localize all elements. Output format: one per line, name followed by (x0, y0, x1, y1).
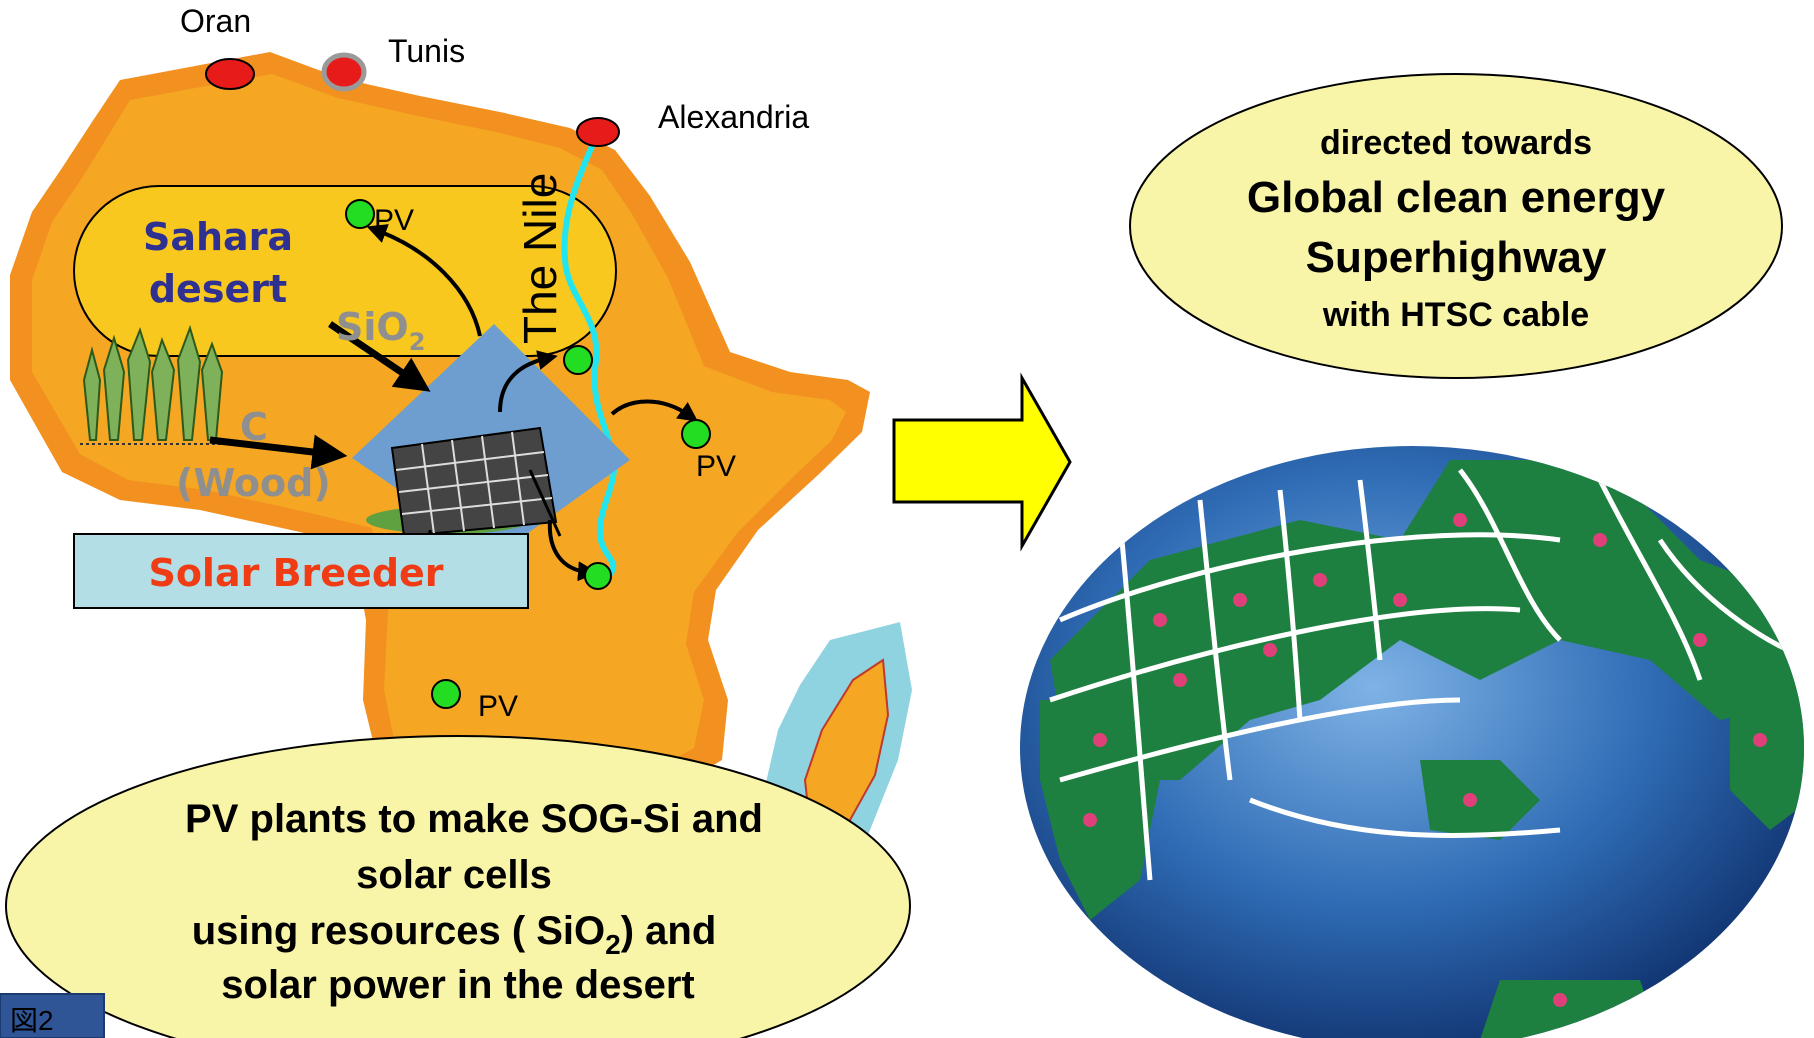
pv-dot (584, 562, 612, 590)
wood-label: (Wood) (176, 461, 331, 505)
carbon-label: C (240, 405, 268, 449)
city-label-oran: Oran (180, 3, 251, 39)
pv-callout-line4: solar power in the desert (221, 963, 694, 1007)
figure-tab[interactable]: 図2 (0, 993, 105, 1038)
sahara-region: Sahara desert (73, 185, 617, 357)
nile-label: The Nile (514, 173, 566, 344)
pv-label: PV (696, 450, 736, 483)
cities: Oran Tunis Alexandria (180, 3, 809, 147)
globe-icon (1020, 446, 1804, 1038)
callout-line4: with HTSC cable (1322, 296, 1589, 334)
city-dot-alexandria (576, 117, 620, 147)
city-dot-oran (205, 58, 255, 90)
callout-line1: directed towards (1320, 124, 1592, 162)
pv-label: PV (374, 204, 414, 237)
sahara-label-line2: desert (149, 267, 287, 311)
pv-dot (431, 679, 461, 709)
solar-breeder-label: Solar Breeder (148, 551, 443, 595)
city-dot-tunis (321, 52, 367, 92)
flow-arrows (209, 224, 699, 582)
sahara-label-line1: Sahara (143, 215, 293, 259)
pv-label: PV (478, 690, 518, 723)
pv-dot (563, 345, 593, 375)
callout-line2: Global clean energy (1247, 173, 1666, 222)
clean-energy-callout: directed towards Global clean energy Sup… (1129, 73, 1783, 379)
pv-callout-line3: using resources ( SiO2) and (192, 909, 717, 960)
pv-callout-line1: PV plants to make SOG-Si and (185, 797, 763, 841)
pv-dot (681, 419, 711, 449)
solar-breeder-box: Solar Breeder (73, 533, 529, 609)
pv-callout-line2: solar cells (356, 853, 552, 897)
solar-panel-icon (390, 426, 562, 548)
city-label-tunis: Tunis (388, 33, 465, 69)
pv-dot (345, 199, 375, 229)
big-right-arrow (892, 372, 1072, 552)
sio2-label: SiO2 (336, 305, 425, 356)
trees-icon (80, 324, 228, 445)
pv-sites: PV PV PV (345, 199, 736, 723)
figure-tab-label: 図2 (10, 1005, 54, 1036)
nile-river: The Nile (514, 140, 618, 576)
pv-plants-callout: PV plants to make SOG-Si and solar cells… (5, 735, 911, 1038)
callout-line3: Superhighway (1306, 233, 1607, 282)
city-label-alexandria: Alexandria (658, 99, 809, 135)
